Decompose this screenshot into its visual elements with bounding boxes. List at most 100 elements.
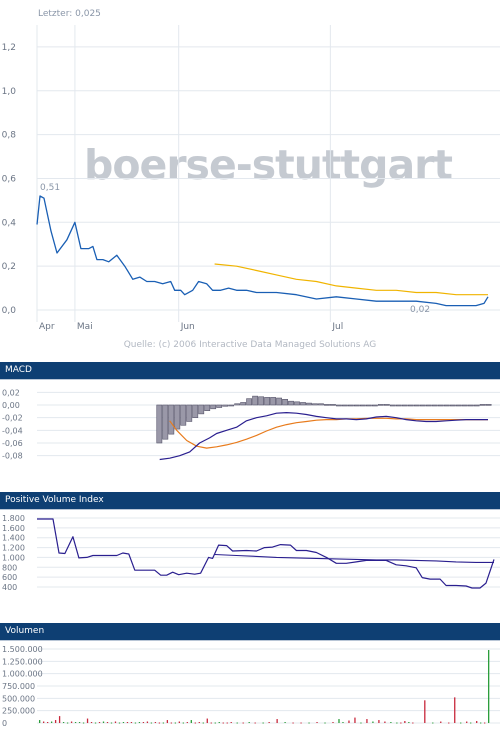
volume-y-tick-label: 250.000 [2, 707, 35, 716]
pvi-chart-panel: 1.800 1.600 1.400 1.200 1.000 800 600 400 [0, 510, 500, 594]
volume-y-tick-label: 0 [2, 719, 7, 728]
macd-histogram-bar [485, 404, 492, 406]
macd-histogram-bar [294, 401, 300, 406]
macd-histogram-bar [467, 404, 474, 407]
volume-bar [58, 716, 61, 723]
volume-bar [248, 722, 250, 724]
macd-histogram-bar [270, 397, 276, 406]
volume-bar [210, 722, 212, 724]
volume-bar [150, 722, 153, 724]
pvi-average-line [214, 553, 494, 563]
volume-bar [348, 720, 350, 723]
macd-histogram-bar [419, 404, 426, 407]
macd-line [159, 411, 488, 461]
volume-bar [470, 722, 472, 724]
macd-histogram-bar [186, 404, 193, 422]
volume-header-divider [0, 640, 500, 641]
macd-histogram-bar [401, 404, 408, 407]
volume-bar [46, 722, 49, 724]
macd-histogram-bar [216, 404, 223, 408]
macd-histogram-bar [425, 404, 432, 407]
pvi-y-tick-label: 1.600 [2, 524, 25, 533]
pvi-line [37, 518, 495, 589]
volume-bar [62, 722, 65, 724]
volume-bar [384, 721, 386, 723]
volume-bar [118, 722, 121, 724]
macd-histogram-bar [282, 398, 288, 406]
low-value-label: 0,02 [410, 305, 430, 315]
volume-bar [466, 721, 468, 723]
macd-histogram-bar [228, 404, 235, 407]
macd-histogram-bar [264, 397, 270, 406]
volume-bar [186, 722, 188, 724]
volume-bar [102, 721, 105, 723]
volume-bar [372, 721, 374, 723]
volume-bar [262, 722, 264, 724]
volume-bar [182, 722, 184, 724]
price-y-tick-label: 1,2 [2, 43, 16, 53]
macd-histogram-bar [312, 403, 318, 406]
volume-bar [194, 722, 196, 724]
price-y-tick-label: 0,8 [2, 131, 17, 141]
macd-chart-panel: 0,02 0,00 -0,02 -0,04 -0,06 -0,08 [0, 380, 500, 468]
volume-chart-panel: 1.500.000 1.250.000 1.000.000 750.000 500.00… [0, 641, 500, 735]
price-y-tick-label: 0,0 [2, 306, 17, 316]
volume-bar [408, 722, 410, 724]
macd-histogram-bar [479, 404, 486, 406]
macd-histogram-bar [222, 404, 229, 407]
volume-bar [94, 722, 97, 724]
volume-bar [404, 721, 406, 723]
price-x-tick-label: Jun [180, 322, 195, 332]
volume-bar [378, 720, 380, 723]
volume-bar [276, 719, 278, 723]
volume-bar [54, 720, 57, 723]
volume-bar [70, 721, 73, 723]
volume-y-tick-label: 1.500.000 [2, 645, 43, 654]
volume-bar [146, 721, 149, 723]
volume-bar [476, 721, 478, 723]
volume-bar [396, 722, 398, 724]
volume-bar [284, 722, 286, 724]
volume-bar [218, 722, 220, 724]
volume-bar [142, 722, 145, 724]
volume-bar [400, 722, 402, 724]
macd-histogram-bar [240, 402, 247, 406]
pvi-y-tick-label: 1.200 [2, 544, 25, 553]
macd-histogram-bar [371, 404, 378, 407]
volume-bar [202, 722, 204, 724]
volume-bar [460, 722, 462, 724]
macd-y-tick-label: -0,02 [2, 414, 23, 423]
macd-histogram-bar [174, 404, 181, 430]
volume-y-tick-label: 750.000 [2, 682, 35, 691]
macd-histogram-bar [168, 404, 175, 435]
volume-bar [338, 719, 340, 723]
volume-bar [106, 722, 109, 724]
volume-bar [332, 722, 334, 724]
macd-histogram-bar [359, 404, 366, 407]
volume-bar [268, 722, 270, 724]
volume-bar [126, 722, 129, 724]
macd-histogram-bar [407, 404, 414, 407]
volume-bar [170, 722, 173, 724]
volume-bar [366, 719, 368, 723]
volume-bar [78, 722, 81, 724]
volume-bar [354, 717, 356, 723]
volume-bar [454, 697, 456, 723]
price-y-tick-label: 0,4 [2, 218, 17, 228]
peak-value-label: 0,51 [40, 183, 60, 193]
macd-histogram-bar [461, 404, 468, 407]
macd-header: MACD [0, 362, 500, 379]
price-x-tick-label: Mai [77, 322, 93, 332]
volume-y-tick-label: 1.250.000 [2, 657, 43, 666]
volume-bar [484, 722, 486, 724]
macd-y-tick-label: -0,06 [2, 439, 23, 448]
volume-bar [390, 722, 392, 724]
pvi-y-tick-label: 1.000 [2, 553, 25, 562]
volume-bar [178, 721, 180, 723]
volume-bar [110, 722, 113, 724]
macd-histogram-bar [342, 404, 348, 407]
volume-bar [158, 722, 161, 724]
pvi-y-tick-label: 600 [2, 573, 17, 582]
macd-histogram-bar [437, 404, 444, 407]
volume-bar [174, 722, 176, 724]
